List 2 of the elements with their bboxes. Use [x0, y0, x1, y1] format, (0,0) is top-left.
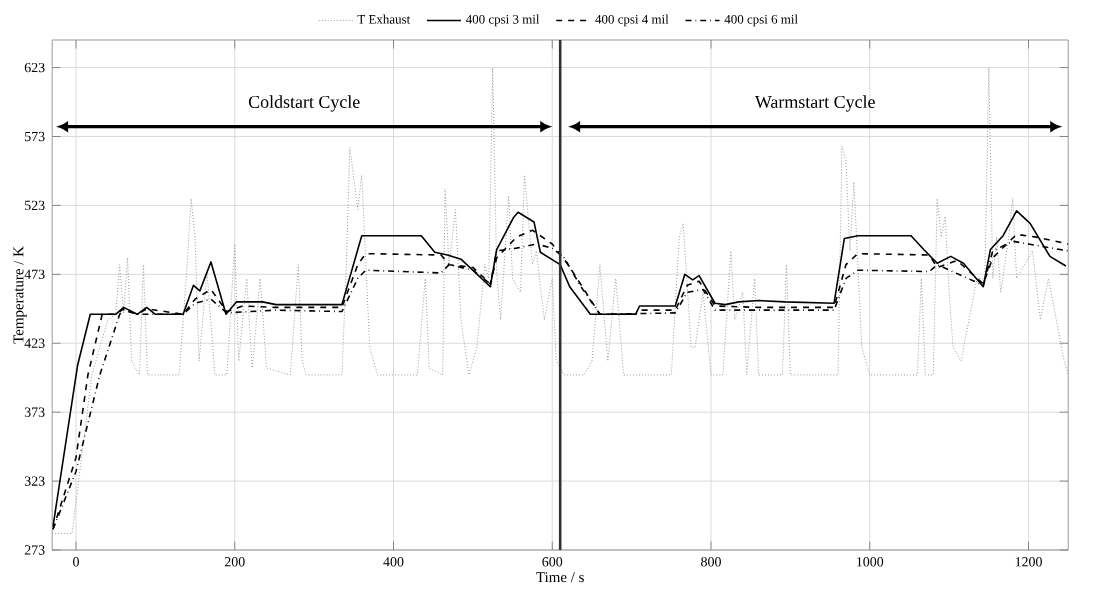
annotation: Coldstart Cycle [248, 95, 360, 112]
annotation: Warmstart Cycle [754, 95, 875, 112]
